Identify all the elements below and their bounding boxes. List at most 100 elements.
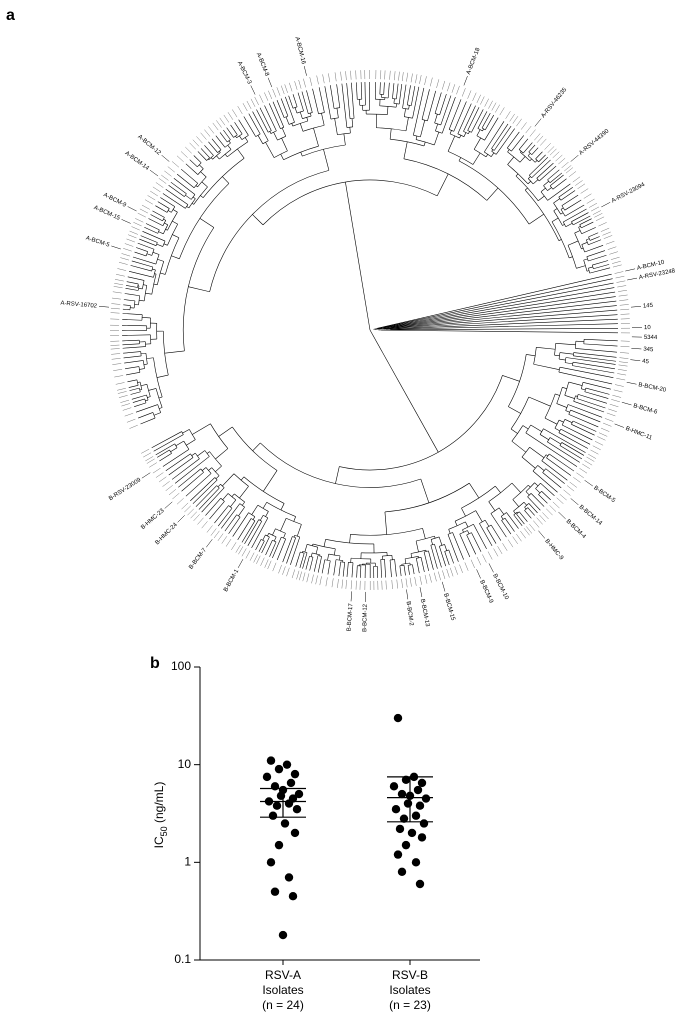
branch bbox=[172, 220, 178, 225]
leaf-label-mark bbox=[549, 148, 557, 156]
branch bbox=[422, 528, 426, 539]
branch bbox=[122, 343, 140, 346]
branch bbox=[581, 227, 596, 235]
leaf-label-mark bbox=[429, 573, 432, 583]
leaf-label-mark bbox=[615, 275, 625, 279]
leaf-label-mark bbox=[241, 548, 247, 557]
branch bbox=[539, 165, 557, 182]
leaf-label-mark bbox=[259, 94, 264, 103]
data-point bbox=[284, 873, 294, 882]
label-leader bbox=[149, 169, 159, 177]
data-point bbox=[401, 775, 411, 784]
leaf-label-mark bbox=[536, 517, 543, 525]
branch bbox=[525, 491, 530, 496]
branch bbox=[333, 559, 337, 576]
branch bbox=[265, 142, 275, 158]
branch bbox=[574, 230, 581, 234]
leaf-label-mark bbox=[461, 88, 466, 97]
branch bbox=[217, 484, 221, 488]
branch bbox=[516, 513, 525, 525]
branch bbox=[380, 559, 382, 578]
branch bbox=[305, 556, 310, 570]
leaf-label-mark bbox=[447, 82, 451, 92]
branch bbox=[286, 518, 302, 525]
data-point bbox=[276, 791, 286, 800]
branch bbox=[589, 267, 611, 274]
branch bbox=[190, 477, 216, 502]
branch bbox=[506, 512, 519, 529]
leaf-label-mark bbox=[566, 485, 575, 492]
branch bbox=[157, 449, 170, 458]
branch bbox=[138, 287, 143, 290]
branch bbox=[146, 357, 154, 359]
leaf-label-mark bbox=[539, 514, 546, 522]
data-point bbox=[268, 811, 278, 820]
branch bbox=[439, 93, 447, 115]
branch bbox=[345, 181, 371, 331]
branch bbox=[334, 548, 336, 556]
branch bbox=[259, 107, 272, 131]
leaf-label-mark bbox=[438, 571, 441, 581]
branch bbox=[528, 484, 531, 488]
branch bbox=[560, 209, 566, 217]
leaf-label-mark bbox=[619, 357, 629, 359]
branch bbox=[122, 308, 131, 311]
branch bbox=[495, 128, 515, 155]
branch bbox=[428, 550, 434, 570]
branch bbox=[170, 181, 187, 194]
leaf-label-mark bbox=[331, 578, 334, 588]
branch bbox=[379, 82, 381, 95]
x-tick-label: (n = 24) bbox=[262, 998, 304, 1012]
branch bbox=[208, 141, 218, 153]
leaf-label: A-BCM-5 bbox=[85, 235, 111, 249]
branch bbox=[247, 521, 262, 546]
branch bbox=[299, 123, 304, 132]
branch bbox=[293, 516, 296, 522]
branch bbox=[297, 92, 304, 111]
branch bbox=[209, 501, 225, 520]
branch bbox=[163, 218, 166, 221]
leaf-label-mark bbox=[441, 80, 446, 90]
branch bbox=[306, 90, 313, 113]
leaf-label-mark bbox=[110, 312, 120, 314]
branch bbox=[182, 429, 190, 434]
branch bbox=[383, 82, 385, 95]
leaf-label-mark bbox=[152, 467, 161, 474]
branch bbox=[351, 118, 354, 127]
leaf-label-mark bbox=[603, 422, 612, 427]
branch bbox=[553, 210, 563, 226]
branch bbox=[447, 135, 456, 152]
leaf-label-mark bbox=[272, 562, 277, 572]
branch bbox=[534, 482, 539, 487]
branch bbox=[493, 125, 512, 151]
branch bbox=[569, 256, 573, 259]
branch bbox=[312, 88, 319, 114]
branch bbox=[132, 398, 145, 403]
branch bbox=[521, 456, 536, 469]
branch bbox=[148, 388, 157, 391]
leaf-label: 10 bbox=[644, 325, 651, 331]
branch bbox=[243, 116, 256, 137]
branch bbox=[447, 532, 453, 535]
branch bbox=[263, 515, 269, 519]
leaf-label-mark bbox=[350, 70, 352, 80]
leaf-label: B-BCM-7 bbox=[188, 547, 208, 571]
leaf-label-mark bbox=[149, 462, 158, 468]
branch bbox=[313, 555, 319, 572]
branch bbox=[436, 173, 449, 197]
branch bbox=[299, 111, 303, 119]
branch bbox=[434, 544, 442, 568]
branch bbox=[260, 442, 421, 488]
branch bbox=[227, 139, 231, 143]
label-leader bbox=[631, 348, 642, 350]
branch bbox=[381, 329, 618, 334]
branch bbox=[181, 168, 198, 184]
leaf-label-mark bbox=[176, 498, 184, 505]
branch bbox=[541, 491, 551, 501]
branch bbox=[159, 407, 163, 409]
leaf-label-mark bbox=[129, 230, 138, 235]
branch bbox=[575, 395, 578, 397]
leaf-label-mark bbox=[394, 71, 396, 81]
branch bbox=[145, 399, 149, 402]
branch bbox=[264, 105, 277, 131]
